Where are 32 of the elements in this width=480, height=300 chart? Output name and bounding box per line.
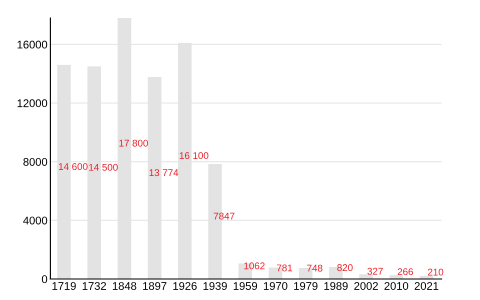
- x-tick-label: 2002: [354, 282, 378, 290]
- y-tick-label: 4000: [23, 216, 48, 224]
- x-tick-label: 1732: [82, 282, 106, 290]
- y-tick-label: 12000: [18, 99, 48, 108]
- x-tick-label: 1979: [294, 282, 318, 290]
- data-label: 14 600: [58, 163, 88, 170]
- x-tick-label: 1926: [173, 282, 197, 290]
- y-tick-label: 8000: [23, 158, 48, 166]
- x-tick-label: 2010: [384, 282, 408, 290]
- x-tick-label: 1848: [112, 282, 136, 290]
- data-label: 820: [337, 264, 353, 272]
- data-label: 13 774: [150, 169, 178, 176]
- data-label: 17 800: [119, 140, 148, 147]
- y-tick-label: 16000: [18, 40, 48, 49]
- data-label: 266: [398, 268, 414, 276]
- data-label: 327: [367, 268, 383, 275]
- x-tick-label: 1897: [143, 282, 166, 290]
- data-label: 210: [428, 268, 444, 276]
- x-tick-label: 2021: [414, 282, 438, 290]
- data-label: 7847: [214, 212, 234, 220]
- x-tick-label: 1719: [52, 282, 76, 290]
- data-label: 1062: [244, 262, 265, 270]
- x-tick-label: 1970: [264, 282, 288, 290]
- bar: [359, 274, 373, 279]
- data-label: 781: [276, 264, 292, 272]
- x-tick-label: 1939: [204, 282, 227, 290]
- data-label: 748: [307, 264, 322, 272]
- y-tick-label: 0: [42, 275, 48, 284]
- data-label: 14 500: [89, 164, 118, 171]
- data-label: 16 100: [180, 152, 208, 160]
- x-tick-label: 1989: [324, 282, 348, 290]
- x-tick-label: 1959: [234, 282, 258, 290]
